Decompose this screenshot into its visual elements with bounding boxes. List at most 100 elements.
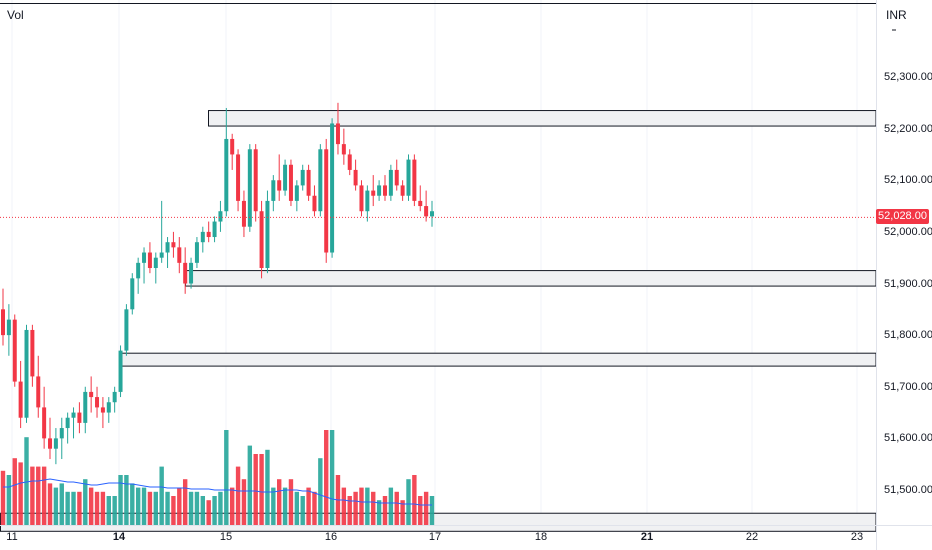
volume-bar	[241, 479, 247, 525]
volume-bar	[406, 479, 411, 525]
candle-body	[159, 252, 164, 258]
volume-bar	[12, 458, 17, 525]
candle-body	[12, 319, 17, 382]
candle-body	[359, 185, 364, 212]
candle-body	[124, 309, 129, 351]
candle-body	[341, 144, 346, 155]
price-zone	[185, 270, 877, 287]
x-tick-label: 21	[640, 531, 654, 543]
volume-bar	[130, 483, 135, 525]
candle-body	[382, 185, 387, 196]
volume-bar	[353, 491, 358, 525]
volume-bar	[153, 491, 158, 525]
volume-bar	[394, 491, 399, 525]
volume-bar	[300, 496, 305, 525]
volume-bar	[147, 491, 153, 525]
volume-bar	[329, 430, 335, 525]
volume-bar	[59, 483, 64, 525]
candle-body	[206, 231, 211, 238]
candle-body	[106, 402, 111, 413]
y-tick-label: 52,200.00	[884, 122, 932, 135]
volume-bar	[259, 454, 264, 525]
candle-body	[271, 180, 276, 201]
volume-bar	[282, 487, 288, 525]
volume-bar	[288, 479, 294, 525]
candle-body	[265, 200, 270, 269]
candle-body	[53, 438, 58, 449]
x-tick-label: 15	[219, 531, 233, 543]
volume-bar	[253, 454, 258, 525]
candle-body	[177, 247, 182, 263]
candle-body	[394, 169, 399, 186]
volume-bar	[318, 458, 323, 525]
volume-bar	[71, 491, 76, 525]
candle-body	[406, 159, 411, 196]
candle-body	[294, 185, 299, 201]
volume-bar	[171, 496, 176, 525]
y-tick-label: 52,100.00	[884, 174, 932, 187]
candle-body	[112, 391, 117, 403]
candle-body	[71, 412, 76, 418]
volume-bar	[41, 466, 47, 525]
x-tick-label: 11	[6, 531, 18, 543]
candle-body	[95, 397, 100, 408]
volume-bar	[341, 487, 347, 525]
y-tick-label: 52,000.00	[884, 225, 932, 238]
y-tick-label: 51,500.00	[884, 484, 932, 496]
volume-bar	[0, 470, 6, 525]
volume-bar	[376, 500, 382, 525]
candle-body	[65, 417, 70, 429]
volume-label: Vol	[7, 8, 24, 22]
candle-body	[288, 164, 293, 201]
candle-body	[1, 309, 5, 336]
candle-body	[48, 438, 53, 449]
candle-body	[83, 391, 88, 423]
candlestick-series	[1, 102, 434, 465]
volume-bar	[306, 487, 311, 525]
volume-bar	[294, 491, 300, 525]
y-tick-label: 51,700.00	[884, 380, 932, 393]
volume-bar	[347, 496, 352, 525]
volume-bar	[118, 475, 123, 525]
volume-moving-average	[3, 478, 432, 506]
volume-bar	[235, 466, 241, 525]
candle-body	[194, 242, 199, 263]
candle-body	[236, 154, 241, 201]
x-tick-label: 22	[745, 531, 759, 543]
candle-body	[6, 319, 11, 336]
candle-body	[224, 138, 229, 212]
volume-ma-line	[3, 478, 432, 506]
volume-bar	[36, 466, 41, 525]
volume-bar	[212, 496, 217, 525]
horizontal-zones	[0, 110, 877, 532]
volume-bar	[200, 496, 206, 525]
volume-bar	[177, 487, 182, 525]
candle-body	[253, 149, 258, 212]
volume-bar	[6, 475, 12, 525]
candle-body	[24, 329, 29, 418]
candle-body	[218, 211, 223, 222]
candle-body	[189, 262, 194, 284]
volume-bar	[247, 445, 253, 525]
candle-body	[153, 257, 158, 269]
volume-bar	[53, 487, 59, 525]
volume-bar	[18, 462, 23, 525]
candle-body	[77, 412, 82, 423]
volume-bar	[47, 483, 53, 525]
candle-body	[200, 231, 205, 243]
candle-body	[142, 252, 147, 263]
vertical-grid	[11, 0, 858, 525]
candle-body	[42, 407, 47, 439]
candle-body	[100, 407, 105, 413]
x-tick-label: 14	[112, 531, 126, 543]
currency-label[interactable]: INR	[886, 8, 907, 22]
volume-bar	[106, 496, 111, 525]
volume-bar	[77, 491, 82, 525]
candle-body	[18, 381, 23, 418]
candle-body	[165, 242, 170, 253]
volume-bar	[229, 487, 235, 525]
volume-bar	[112, 496, 117, 525]
x-tick-label: 16	[324, 531, 338, 543]
